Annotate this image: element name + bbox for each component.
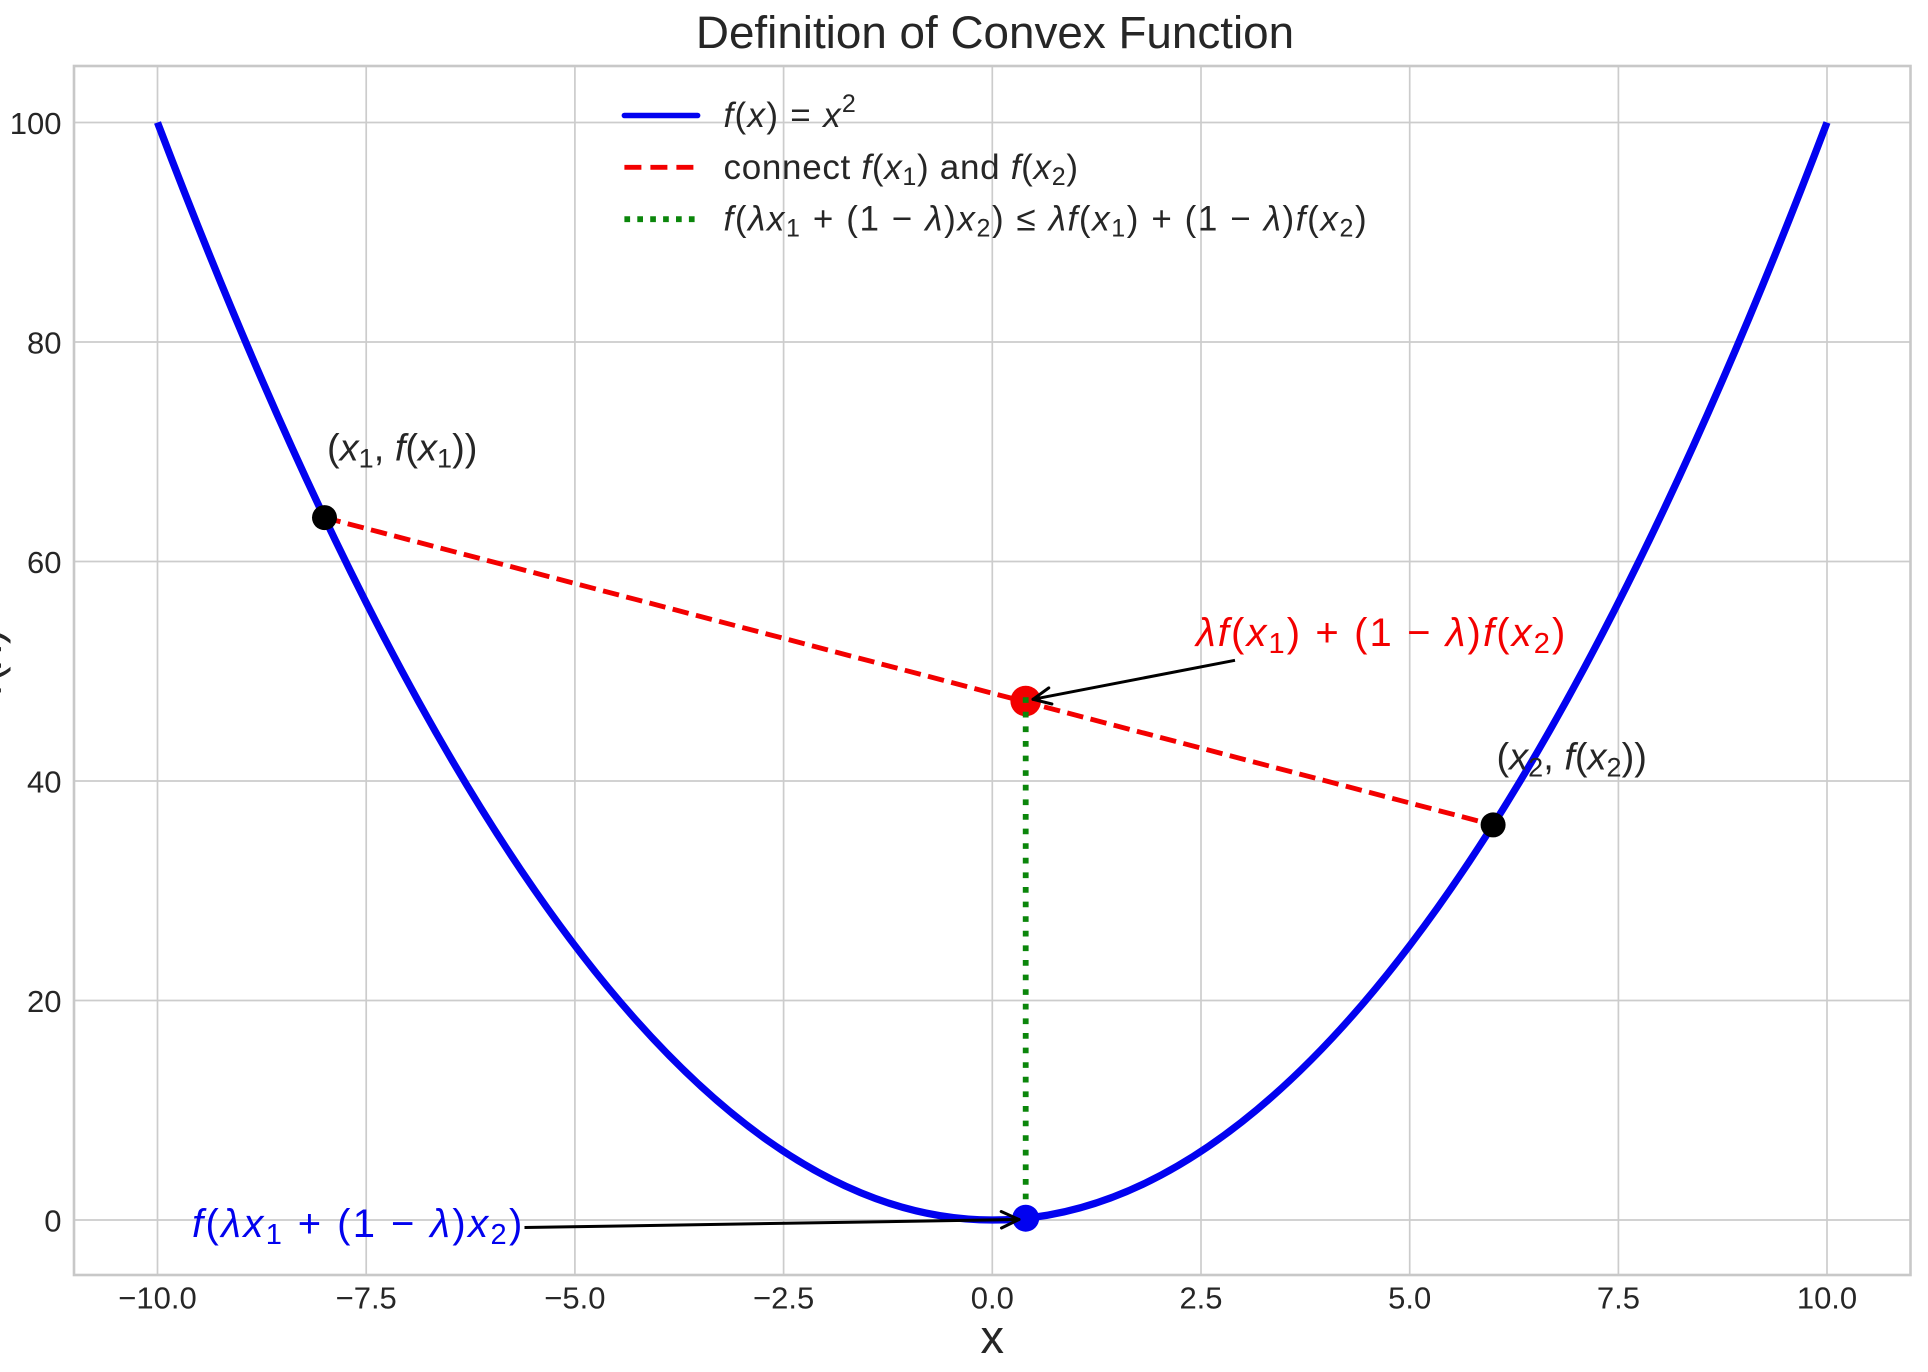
- svg-text:40: 40: [27, 765, 61, 800]
- svg-text:(x2​, f(x2​)): (x2​, f(x2​)): [1497, 737, 1647, 783]
- svg-text:x: x: [981, 1310, 1005, 1363]
- svg-text:7.5: 7.5: [1597, 1281, 1640, 1316]
- svg-text:−10.0: −10.0: [118, 1281, 196, 1316]
- svg-text:f(λx1​ + (1 − λ)x2​) ≤ λf(x1​): f(λx1​ + (1 − λ)x2​) ≤ λf(x1​) + (1 − λ)…: [724, 200, 1369, 243]
- svg-text:5.0: 5.0: [1388, 1281, 1431, 1316]
- svg-text:f(x): f(x): [0, 629, 11, 694]
- svg-text:f(x) = x2​: f(x) = x2​: [724, 90, 858, 135]
- svg-text:60: 60: [27, 545, 61, 580]
- svg-text:20: 20: [27, 984, 61, 1019]
- svg-text:−7.5: −7.5: [336, 1281, 397, 1316]
- svg-text:−5.0: −5.0: [544, 1281, 605, 1316]
- svg-text:Definition of Convex Function: Definition of Convex Function: [696, 7, 1294, 58]
- svg-text:λf(x1​) + (1 − λ)f(x2​): λf(x1​) + (1 − λ)f(x2​): [1194, 611, 1567, 660]
- svg-text:80: 80: [27, 326, 61, 361]
- svg-text:2.5: 2.5: [1179, 1281, 1222, 1316]
- svg-text:10.0: 10.0: [1797, 1281, 1857, 1316]
- svg-text:0.0: 0.0: [971, 1281, 1014, 1316]
- svg-text:(x1​, f(x1​)): (x1​, f(x1​)): [327, 428, 477, 474]
- svg-text:−2.5: −2.5: [753, 1281, 814, 1316]
- svg-text:0: 0: [44, 1204, 61, 1239]
- svg-text:f(λx1​ + (1 − λ)x2​): f(λx1​ + (1 − λ)x2​): [192, 1202, 525, 1251]
- svg-text:100: 100: [10, 106, 62, 141]
- svg-text:connect f(x1​) and f(x2​): connect f(x1​) and f(x2​): [724, 148, 1079, 191]
